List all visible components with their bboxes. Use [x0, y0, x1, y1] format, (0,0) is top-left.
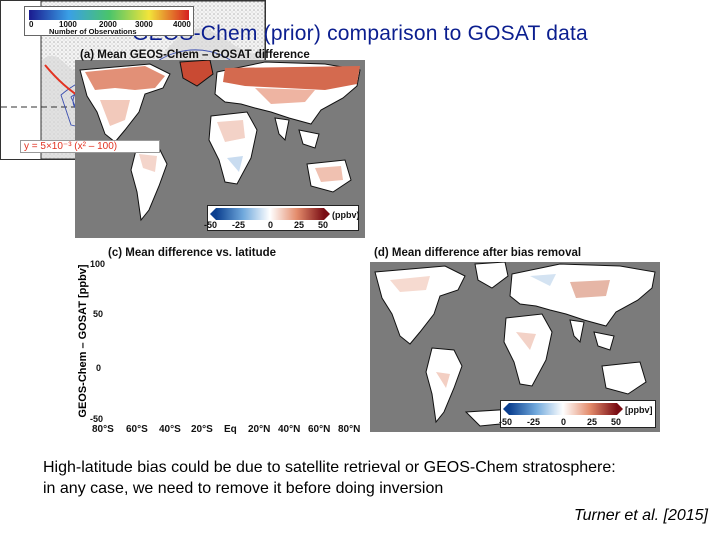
- xtick: 60°N: [308, 424, 331, 435]
- xtick: 20°N: [248, 424, 271, 435]
- colorbar-d-gradient: [503, 403, 623, 415]
- xtick: Eq: [224, 424, 237, 435]
- panel-a-label: (a) Mean GEOS-Chem – GOSAT difference: [80, 49, 310, 61]
- xtick: 60°S: [126, 424, 148, 435]
- xtick: 20°S: [191, 424, 213, 435]
- panel-c-label: (c) Mean difference vs. latitude: [108, 247, 277, 259]
- xtick: 40°S: [159, 424, 181, 435]
- panel-d-label: (d) Mean difference after bias removal: [374, 247, 582, 259]
- map-panel-d: -50 -25 0 25 50 [ppbv]: [370, 262, 660, 432]
- xtick: 40°N: [278, 424, 301, 435]
- xtick: 80°N: [338, 424, 361, 435]
- panel-c-xticks: 80°S 60°S 40°S 20°S Eq 20°N 40°N 60°N 80…: [92, 424, 362, 438]
- obs-tick: 3000: [135, 20, 153, 29]
- obs-tick: 0: [29, 20, 34, 29]
- caption-line-1: High-latitude bias could be due to satel…: [43, 459, 616, 476]
- colorbar-d-unit: [ppbv]: [625, 405, 653, 415]
- xtick: 80°S: [92, 424, 114, 435]
- colorbar-a-unit: (ppbv): [332, 210, 360, 220]
- colorbar-a-tick: 50: [318, 220, 329, 230]
- slide-title: GEOS-Chem (prior) comparison to GOSAT da…: [132, 22, 588, 45]
- colorbar-a-tick: 0: [268, 220, 274, 230]
- obs-colorbar-gradient: [29, 10, 189, 20]
- colorbar-a: -50 -25 0 25 50 (ppbv): [204, 205, 360, 231]
- ytick-50: 50: [93, 309, 104, 319]
- colorbar-d-tick: 50: [611, 417, 622, 427]
- obs-colorbar-label: Number of Observations: [49, 27, 137, 36]
- caption-line-2: in any case, we need to remove it before…: [43, 480, 444, 497]
- colorbar-d: -50 -25 0 25 50 [ppbv]: [499, 400, 656, 428]
- colorbar-d-tick: -50: [499, 417, 513, 427]
- ytick-100: 100: [90, 259, 106, 269]
- obs-tick: 2000: [99, 20, 117, 29]
- obs-tick: 4000: [173, 20, 191, 29]
- ytick-minus50: -50: [90, 414, 104, 424]
- world-map-a: [79, 60, 361, 222]
- colorbar-d-tick: -25: [527, 417, 541, 427]
- ytick-0: 0: [96, 363, 102, 373]
- colorbar-d-tick: 0: [561, 417, 567, 427]
- world-map-d: [374, 262, 656, 427]
- obs-tick: 1000: [59, 20, 77, 29]
- colorbar-a-tick: -50: [204, 220, 218, 230]
- obs-colorbar: 0 1000 2000 3000 4000 Number of Observat…: [24, 6, 194, 36]
- colorbar-a-tick: -25: [232, 220, 246, 230]
- colorbar-a-gradient: [210, 208, 330, 220]
- colorbar-d-tick: 25: [587, 417, 598, 427]
- citation: Turner et al. [2015]: [574, 507, 708, 524]
- colorbar-a-tick: 25: [294, 220, 305, 230]
- panel-c-ylabel: GEOS-Chem – GOSAT [ppbv]: [77, 264, 89, 418]
- fit-equation: y = 5×10⁻³ (x² – 100): [20, 140, 160, 153]
